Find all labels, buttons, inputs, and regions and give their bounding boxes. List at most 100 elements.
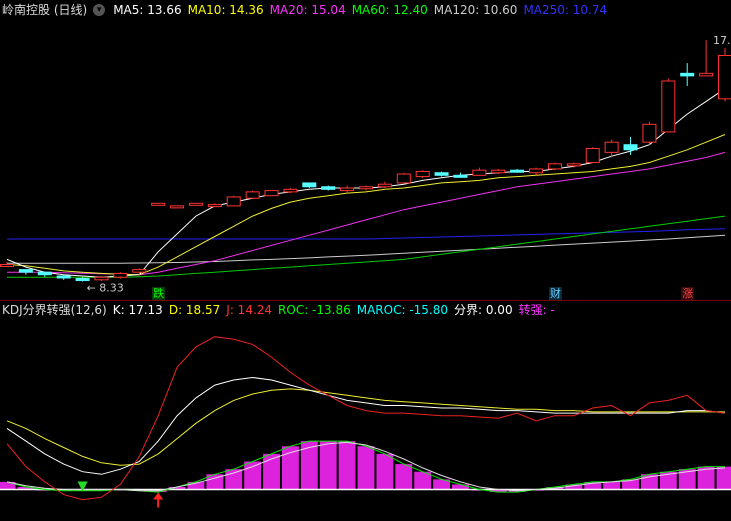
indicator-title[interactable]: KDJ分界转强(12,6): [2, 303, 107, 317]
ma-label-2: MA20: 15.04: [269, 3, 346, 17]
candle-body: [661, 80, 676, 133]
candle-body: [18, 269, 33, 273]
candle-body: [75, 278, 90, 282]
k-line: [6, 376, 726, 475]
roc-bar: [603, 481, 621, 490]
candle-body: [491, 169, 506, 174]
event-marker-1[interactable]: 财: [548, 287, 562, 300]
candle-body: [264, 190, 279, 197]
roc-bar: [678, 469, 696, 490]
indicator-value-0: K: 17.13: [112, 303, 163, 317]
candle-body: [207, 204, 222, 208]
roc-bar: [263, 453, 280, 490]
d-line: [6, 388, 725, 466]
candle-body: [0, 264, 14, 268]
ma20-line: [7, 151, 726, 276]
candle-body: [396, 173, 411, 184]
ma60-line: [7, 215, 726, 278]
indicator-legend: KDJ分界转强(12,6) K: 17.13 D: 18.57 J: 14.24 RO…: [0, 300, 555, 320]
down-arrow-icon: [77, 481, 88, 492]
event-marker-2[interactable]: 涨: [681, 287, 695, 300]
roc-bar: [565, 484, 583, 490]
roc-bar: [414, 471, 432, 490]
candle-body: [113, 272, 128, 278]
stock-title[interactable]: 岭南控股 (日线): [2, 3, 88, 17]
candle-body: [434, 172, 449, 176]
indicator-value-1: D: 18.57: [168, 303, 221, 317]
roc-bar: [300, 441, 318, 490]
candle-body: [226, 196, 241, 207]
indicator-value-6: 转强: -: [518, 303, 555, 317]
high-price-label: 17.: [713, 34, 731, 47]
roc-bar: [225, 469, 243, 490]
indicator-chart[interactable]: [0, 320, 731, 521]
panel-divider: [0, 300, 731, 301]
price-legend: 岭南控股 (日线) ▾ MA5: 13.66 MA10: 14.36 MA20: 1…: [0, 0, 607, 20]
ma5-line: [6, 88, 726, 278]
candle-body: [283, 188, 298, 193]
indicator-value-3: ROC: -13.86: [278, 303, 351, 317]
candle-body: [132, 269, 147, 273]
candle-body: [340, 187, 355, 192]
indicator-value-5: 分界: 0.00: [454, 303, 513, 317]
chevron-down-icon[interactable]: ▾: [93, 4, 106, 16]
price-chart[interactable]: ← 8.33 17.: [0, 20, 731, 300]
ma120-line: [7, 234, 726, 264]
roc-bar: [319, 441, 337, 490]
candle-body: [321, 186, 336, 190]
candle-body: [359, 186, 373, 190]
maroc-line: [6, 441, 726, 492]
roc-bar: [395, 464, 413, 490]
indicator-value-4: MAROC: -15.80: [356, 303, 448, 317]
candle-body: [642, 123, 657, 143]
roc-bar: [659, 471, 677, 490]
low-price-label: ← 8.33: [87, 282, 124, 295]
candle-body: [585, 148, 600, 164]
roc-bar: [244, 461, 262, 490]
ma-label-4: MA120: 10.60: [433, 3, 518, 17]
roc-bar: [376, 453, 394, 490]
roc-bar: [168, 486, 186, 490]
candle-body: [151, 202, 166, 206]
candle-body: [718, 54, 731, 100]
roc-bar: [622, 479, 639, 490]
ma10-line: [6, 134, 726, 276]
candle-body: [529, 168, 544, 174]
candle-body: [699, 72, 714, 77]
candle-body: [604, 141, 619, 153]
candle-body: [623, 144, 638, 151]
roc-bar: [697, 466, 715, 490]
roc-bar: [206, 474, 224, 490]
candle-body: [56, 275, 71, 279]
candle-body: [680, 72, 695, 77]
j-line: [6, 336, 726, 501]
candle-body: [566, 163, 581, 167]
roc-bar: [357, 446, 375, 490]
candle-body: [415, 170, 430, 178]
ma-label-0: MA5: 13.66: [113, 3, 182, 17]
roc-bar: [489, 489, 507, 493]
ma-label-3: MA60: 12.40: [351, 3, 428, 17]
candle-body: [547, 163, 562, 170]
candle-body: [245, 191, 260, 199]
roc-bar: [17, 486, 35, 490]
roc-bar: [187, 481, 205, 490]
roc-bar: [0, 481, 16, 490]
candle-body: [510, 169, 525, 173]
roc-bar: [433, 479, 451, 490]
roc-bar: [338, 441, 356, 490]
indicator-value-2: J: 14.24: [226, 303, 273, 317]
candle-body: [472, 169, 487, 176]
candle-body: [377, 183, 392, 188]
candle-body: [170, 205, 185, 209]
event-marker-0[interactable]: 跌: [152, 287, 166, 300]
ma-labels: MA5: 13.66 MA10: 14.36 MA20: 15.04 MA60: 12…: [113, 0, 607, 20]
roc-bar: [452, 484, 469, 490]
candle-body: [37, 271, 52, 276]
candle-body: [188, 202, 203, 206]
candle-body: [302, 182, 317, 188]
roc-bar: [281, 446, 299, 490]
indicator-labels: K: 17.13 D: 18.57 J: 14.24 ROC: -13.86 MAROC…: [113, 300, 555, 320]
ma-label-1: MA10: 14.36: [187, 3, 264, 17]
roc-bar: [584, 481, 602, 490]
